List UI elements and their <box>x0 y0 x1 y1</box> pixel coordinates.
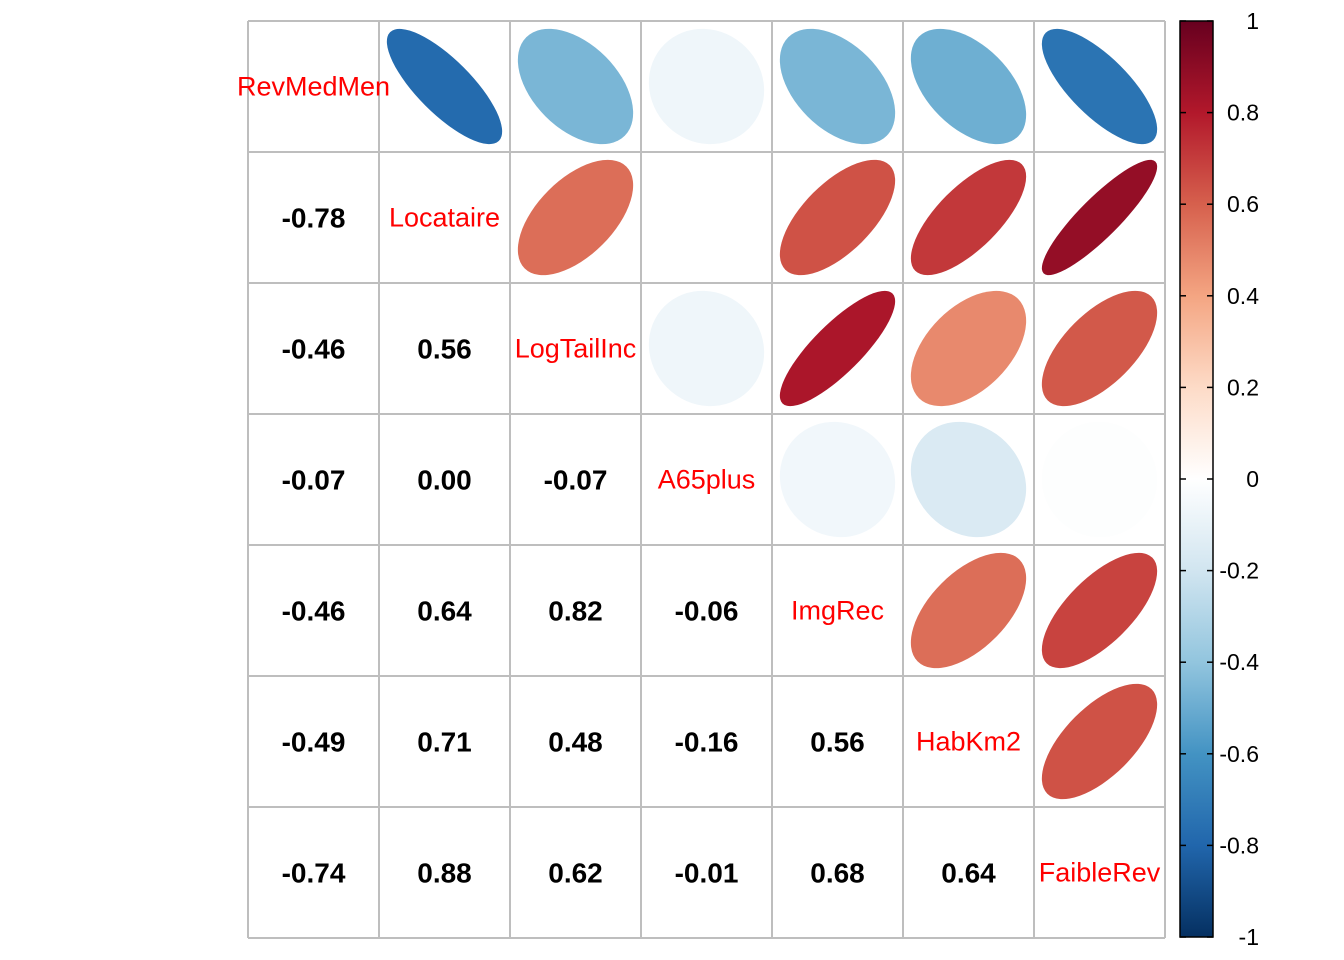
corr-value-FaibleRev-RevMedMen: -0.74 <box>282 858 346 889</box>
corr-value-FaibleRev-A65plus: -0.01 <box>675 858 739 889</box>
corr-ellipse-Locataire-HabKm2 <box>910 159 1027 276</box>
corr-value-FaibleRev-LogTailInc: 0.62 <box>548 858 603 889</box>
colorbar-tick-label: 0.8 <box>1227 100 1259 126</box>
corr-ellipse-A65plus-ImgRec <box>779 421 896 538</box>
corr-value-HabKm2-LogTailInc: 0.48 <box>548 727 603 758</box>
corr-ellipse-LogTailInc-HabKm2 <box>910 290 1027 407</box>
ellipse-layer <box>386 28 1158 800</box>
variable-label-LogTailInc: LogTailInc <box>515 334 637 364</box>
corr-ellipse-ImgRec-HabKm2 <box>910 552 1027 669</box>
corr-value-ImgRec-RevMedMen: -0.46 <box>282 596 346 627</box>
corr-value-A65plus-Locataire: 0.00 <box>417 465 472 496</box>
corr-ellipse-LogTailInc-ImgRec <box>779 290 896 407</box>
corr-ellipse-A65plus-HabKm2 <box>910 421 1027 538</box>
corr-value-LogTailInc-Locataire: 0.56 <box>417 334 472 365</box>
corr-ellipse-Locataire-ImgRec <box>779 159 896 276</box>
corr-ellipse-Locataire-FaibleRev <box>1041 159 1158 276</box>
corr-ellipse-LogTailInc-FaibleRev <box>1041 290 1158 407</box>
variable-label-ImgRec: ImgRec <box>791 596 884 626</box>
corr-ellipse-RevMedMen-LogTailInc <box>517 28 634 145</box>
corr-value-LogTailInc-RevMedMen: -0.46 <box>282 334 346 365</box>
corr-ellipse-RevMedMen-A65plus <box>648 28 765 145</box>
corr-ellipse-Locataire-LogTailInc <box>517 159 634 276</box>
colorbar-tick-label: -1 <box>1239 924 1259 950</box>
variable-label-FaibleRev: FaibleRev <box>1039 858 1161 888</box>
corr-value-ImgRec-A65plus: -0.06 <box>675 596 739 627</box>
corr-value-FaibleRev-HabKm2: 0.64 <box>941 858 996 889</box>
colorbar: 1 0.8 0.6 0.4 0.2 0 -0.2 -0.4 -0.6 -0.8 -1 <box>1179 8 1259 950</box>
variable-label-RevMedMen: RevMedMen <box>237 72 390 102</box>
corr-value-HabKm2-Locataire: 0.71 <box>417 727 472 758</box>
colorbar-tick-label: 0.4 <box>1227 283 1259 309</box>
colorbar-tick-label: 0.2 <box>1227 374 1259 400</box>
colorbar-tick-label: -0.8 <box>1219 832 1259 858</box>
variable-label-A65plus: A65plus <box>658 465 756 495</box>
variable-label-Locataire: Locataire <box>389 203 500 233</box>
corr-value-A65plus-LogTailInc: -0.07 <box>544 465 608 496</box>
corr-ellipse-HabKm2-FaibleRev <box>1041 683 1158 800</box>
corr-ellipse-ImgRec-FaibleRev <box>1041 552 1158 669</box>
corr-value-HabKm2-A65plus: -0.16 <box>675 727 739 758</box>
colorbar-tick-label: -0.2 <box>1219 558 1259 584</box>
corr-ellipse-RevMedMen-HabKm2 <box>910 28 1027 145</box>
corr-ellipse-RevMedMen-Locataire <box>386 28 503 145</box>
colorbar-tick-label: 1 <box>1246 8 1259 34</box>
label-layer: -0.78 -0.46 0.56 -0.07 0.00 -0.07 -0.46 0.64 0.8… <box>237 72 1161 889</box>
corr-ellipse-LogTailInc-A65plus <box>648 290 765 407</box>
corr-value-ImgRec-Locataire: 0.64 <box>417 596 472 627</box>
matrix-grid <box>247 20 1166 939</box>
corr-value-ImgRec-LogTailInc: 0.82 <box>548 596 603 627</box>
corr-value-Locataire-RevMedMen: -0.78 <box>282 203 346 234</box>
corr-value-HabKm2-RevMedMen: -0.49 <box>282 727 346 758</box>
corr-value-FaibleRev-ImgRec: 0.68 <box>810 858 865 889</box>
corr-value-FaibleRev-Locataire: 0.88 <box>417 858 472 889</box>
colorbar-tick-label: 0 <box>1246 466 1259 492</box>
colorbar-tick-label: 0.6 <box>1227 191 1259 217</box>
corr-ellipse-RevMedMen-FaibleRev <box>1041 28 1158 145</box>
colorbar-tick-label: -0.4 <box>1219 649 1259 675</box>
variable-label-HabKm2: HabKm2 <box>916 727 1021 757</box>
corr-ellipse-Locataire-A65plus <box>648 159 765 276</box>
corr-value-HabKm2-ImgRec: 0.56 <box>810 727 865 758</box>
corr-value-A65plus-RevMedMen: -0.07 <box>282 465 346 496</box>
corr-ellipse-A65plus-FaibleRev <box>1041 421 1158 538</box>
corr-ellipse-RevMedMen-ImgRec <box>779 28 896 145</box>
colorbar-tick-label: -0.6 <box>1219 741 1259 767</box>
